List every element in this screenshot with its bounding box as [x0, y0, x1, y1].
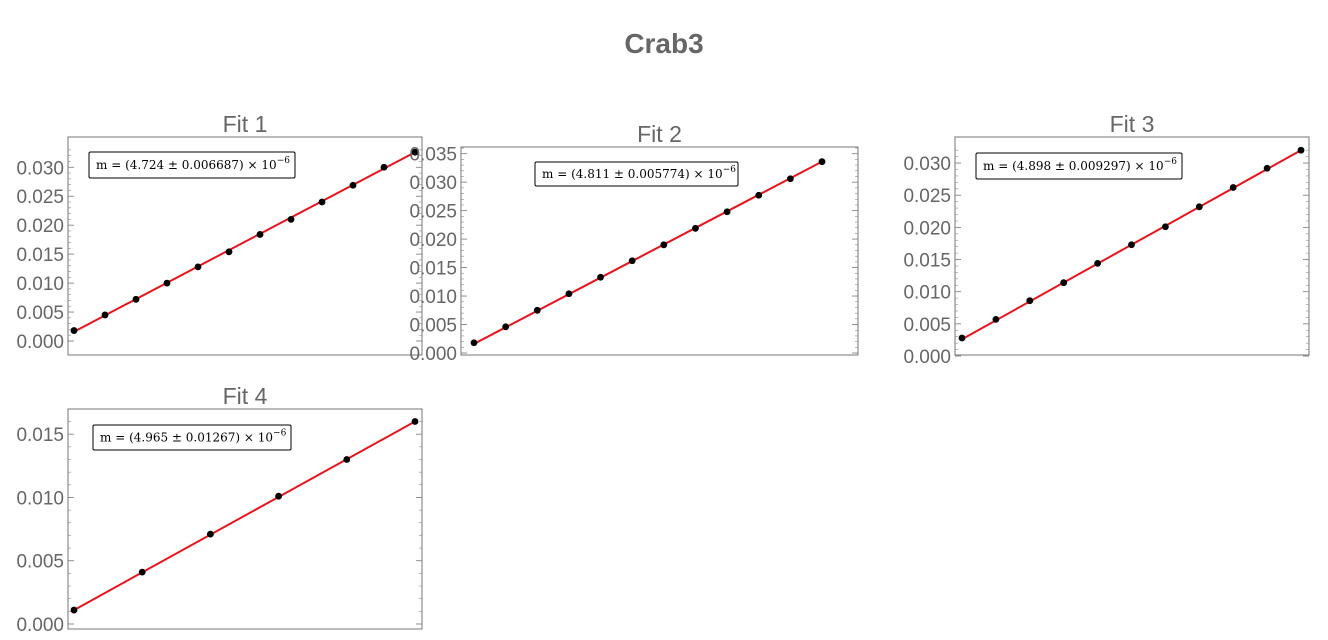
data-point: [1162, 223, 1169, 231]
y-tick-label: 0.000: [903, 347, 951, 368]
data-point: [318, 198, 326, 206]
data-point: [1026, 297, 1034, 305]
plot-frame: [67, 136, 423, 356]
slope-annotation-box: [534, 161, 739, 187]
data-point: [692, 224, 699, 232]
data-point: [70, 606, 78, 614]
slope-annotation-text: m = (4.898 ± 0.009297) × 10: [983, 159, 1164, 173]
fit-line: [73, 151, 416, 333]
y-tick-label: 0.030: [903, 154, 951, 175]
data-point: [275, 492, 282, 500]
y-tick-label: 0.010: [903, 283, 951, 304]
y-tick-label: 0.025: [903, 186, 951, 207]
data-point: [1263, 164, 1271, 172]
data-point: [163, 279, 171, 287]
data-point: [138, 568, 146, 576]
fit-title: Fit 2: [637, 121, 682, 147]
y-tick-label: 0.010: [16, 488, 64, 509]
fit-line: [473, 160, 823, 345]
fit-chart: Fit 1 0.000 0.005 0.010 0.015 0.020 0.025 0.030…: [16, 111, 423, 356]
slope-annotation-text: m = (4.724 ± 0.006687) × 10: [96, 158, 277, 172]
fit-line: [73, 420, 416, 611]
data-point: [349, 181, 357, 189]
slope-annotation-exponent: −6: [277, 156, 291, 166]
data-point: [755, 191, 763, 199]
plot-frame: [67, 408, 423, 630]
data-point: [194, 263, 202, 271]
data-point: [1297, 146, 1305, 154]
data-point: [225, 248, 233, 256]
y-tick-label: 0.015: [903, 251, 951, 272]
y-tick-label: 0.020: [903, 218, 951, 239]
data-point: [343, 456, 351, 463]
fit-title: Fit 4: [223, 383, 268, 409]
data-point: [470, 339, 478, 347]
data-point: [132, 295, 140, 303]
data-point: [628, 257, 636, 265]
slope-annotation-text: m = (4.811 ± 0.005774) × 10: [542, 167, 723, 181]
y-tick-label: 0.005: [16, 552, 64, 573]
y-tick-label: 0.005: [903, 315, 951, 336]
y-tick-label: 0.010: [409, 287, 457, 308]
slope-annotation-exponent: −6: [273, 429, 287, 439]
data-point: [411, 418, 419, 425]
data-point: [818, 158, 826, 166]
data-point: [1060, 279, 1068, 287]
data-point: [70, 327, 78, 334]
y-tick-label: 0.025: [409, 202, 457, 223]
y-tick-label: 0.005: [16, 303, 64, 324]
plot-frame: [954, 136, 1310, 356]
data-point: [207, 530, 214, 538]
slope-annotation-exponent: −6: [723, 165, 737, 175]
y-tick-label: 0.015: [16, 245, 64, 266]
data-point: [256, 231, 264, 238]
fit-title: Fit 1: [223, 111, 268, 137]
y-tick-label: 0.015: [409, 259, 457, 280]
data-point: [992, 315, 1000, 323]
slope-annotation: m = (4.724 ± 0.006687) × 10−6: [96, 156, 290, 172]
slope-annotation: m = (4.898 ± 0.009297) × 10−6: [983, 157, 1177, 173]
fit-chart: Fit 2 0.000 0.005 0.010 0.015 0.020 0.025 0.030…: [409, 121, 859, 365]
slope-annotation-box: [975, 152, 1183, 180]
slope-annotation: m = (4.965 ± 0.01267) × 10−6: [100, 429, 287, 445]
data-point: [1195, 203, 1203, 211]
slope-annotation-exponent: −6: [1164, 157, 1178, 167]
data-point: [565, 290, 573, 298]
main-title: Crab3: [624, 28, 704, 59]
y-tick-label: 0.035: [409, 145, 457, 166]
data-point: [287, 215, 295, 223]
data-point: [1128, 241, 1135, 249]
slope-annotation-box: [88, 151, 296, 179]
y-tick-label: 0.020: [409, 230, 457, 251]
data-point: [1229, 184, 1237, 191]
data-point: [411, 148, 419, 156]
y-tick-label: 0.000: [16, 615, 64, 636]
plot-frame: [460, 146, 859, 356]
y-tick-label: 0.025: [16, 187, 64, 208]
data-point: [723, 208, 731, 216]
y-tick-label: 0.000: [409, 344, 457, 365]
y-tick-label: 0.000: [16, 332, 64, 353]
data-point: [597, 273, 604, 281]
y-tick-label: 0.010: [16, 274, 64, 295]
fit-chart: Fit 4 0.000 0.005 0.010 0.015 m = (4.965 ± 0.…: [16, 383, 423, 636]
data-point: [660, 241, 668, 249]
data-point: [101, 311, 109, 319]
data-point: [786, 175, 794, 183]
data-point: [1094, 259, 1101, 267]
slope-annotation: m = (4.811 ± 0.005774) × 10−6: [542, 165, 736, 181]
y-tick-label: 0.030: [409, 173, 457, 194]
data-point: [533, 306, 541, 314]
y-tick-label: 0.005: [409, 316, 457, 337]
data-point: [380, 163, 388, 171]
data-point: [958, 334, 966, 342]
y-tick-label: 0.030: [16, 158, 64, 179]
slope-annotation-text: m = (4.965 ± 0.01267) × 10: [100, 431, 273, 445]
fit-title: Fit 3: [1110, 111, 1155, 137]
slope-annotation-box: [92, 424, 292, 451]
y-tick-label: 0.015: [16, 425, 64, 446]
fit-chart: Fit 3 0.000 0.005 0.010 0.015 0.020 0.025 0.030…: [903, 111, 1310, 368]
y-tick-label: 0.020: [16, 216, 64, 237]
data-point: [502, 323, 510, 331]
